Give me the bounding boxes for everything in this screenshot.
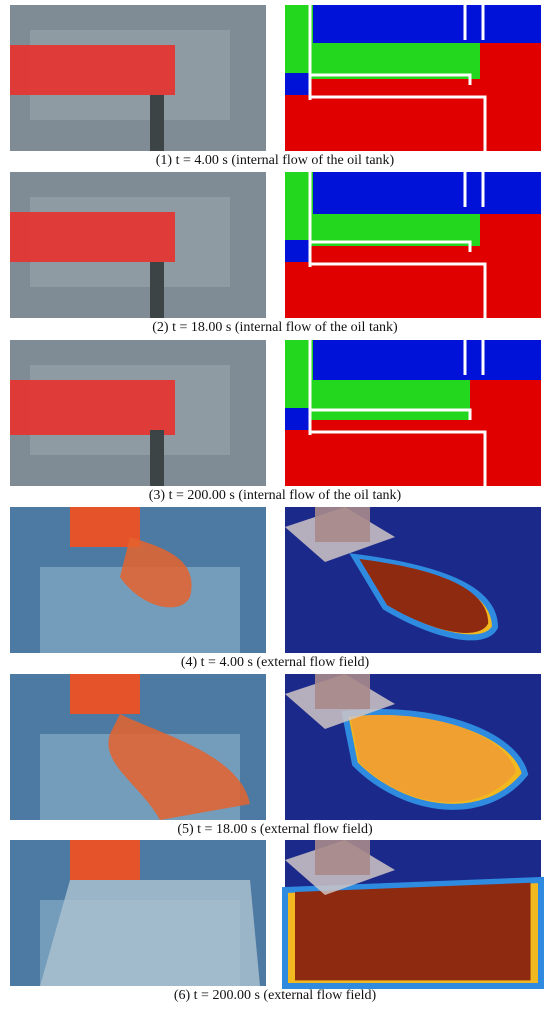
sim-oil-top	[285, 172, 541, 214]
caption: (1) t = 4.00 s (internal flow of the oil…	[156, 153, 395, 168]
caption: (5) t = 18.00 s (external flow field)	[177, 822, 373, 837]
caption: (6) t = 200.00 s (external flow field)	[174, 988, 377, 1003]
sim-oil-small	[285, 240, 310, 262]
sim-oil-top	[285, 5, 541, 43]
sim-oil-top	[285, 340, 541, 380]
sim-oil-left	[285, 172, 313, 232]
panel: (4) t = 4.00 s (external flow field)	[10, 507, 541, 670]
panel: (3) t = 200.00 s (internal flow of the o…	[10, 340, 541, 503]
caption: (2) t = 18.00 s (internal flow of the oi…	[152, 320, 398, 335]
caption: (3) t = 200.00 s (internal flow of the o…	[149, 488, 402, 503]
pole	[150, 95, 164, 151]
sim-oil-small	[285, 408, 310, 430]
sim-oil-left	[285, 5, 313, 65]
panel: (5) t = 18.00 s (external flow field)	[10, 674, 541, 837]
tank	[70, 507, 140, 547]
sim-oil-small	[285, 73, 310, 95]
panel: (1) t = 4.00 s (internal flow of the oil…	[10, 5, 541, 168]
sim-slick	[359, 559, 489, 633]
caption: (4) t = 4.00 s (external flow field)	[181, 655, 370, 670]
sim-slick	[295, 882, 531, 981]
sim-oil-left	[285, 340, 313, 400]
oil-band	[10, 212, 175, 262]
oil-slick	[108, 714, 250, 820]
panel: (6) t = 200.00 s (external flow field)	[10, 840, 544, 1003]
pole	[150, 262, 164, 318]
sim-water	[285, 43, 480, 79]
sim-slick	[350, 715, 516, 803]
tank	[315, 840, 370, 875]
tank-wall	[308, 5, 487, 151]
oil-slick	[120, 537, 192, 608]
oil-band	[10, 380, 175, 435]
oil-band	[10, 45, 175, 95]
tank	[70, 674, 140, 714]
oil-slick	[40, 880, 260, 986]
tank	[315, 507, 370, 542]
panel: (2) t = 18.00 s (internal flow of the oi…	[10, 172, 541, 335]
sim-water	[285, 380, 470, 420]
tank	[315, 674, 370, 709]
pole	[150, 430, 164, 486]
tank-wall	[308, 340, 487, 486]
tank	[70, 840, 140, 880]
tank-wall	[308, 172, 487, 318]
